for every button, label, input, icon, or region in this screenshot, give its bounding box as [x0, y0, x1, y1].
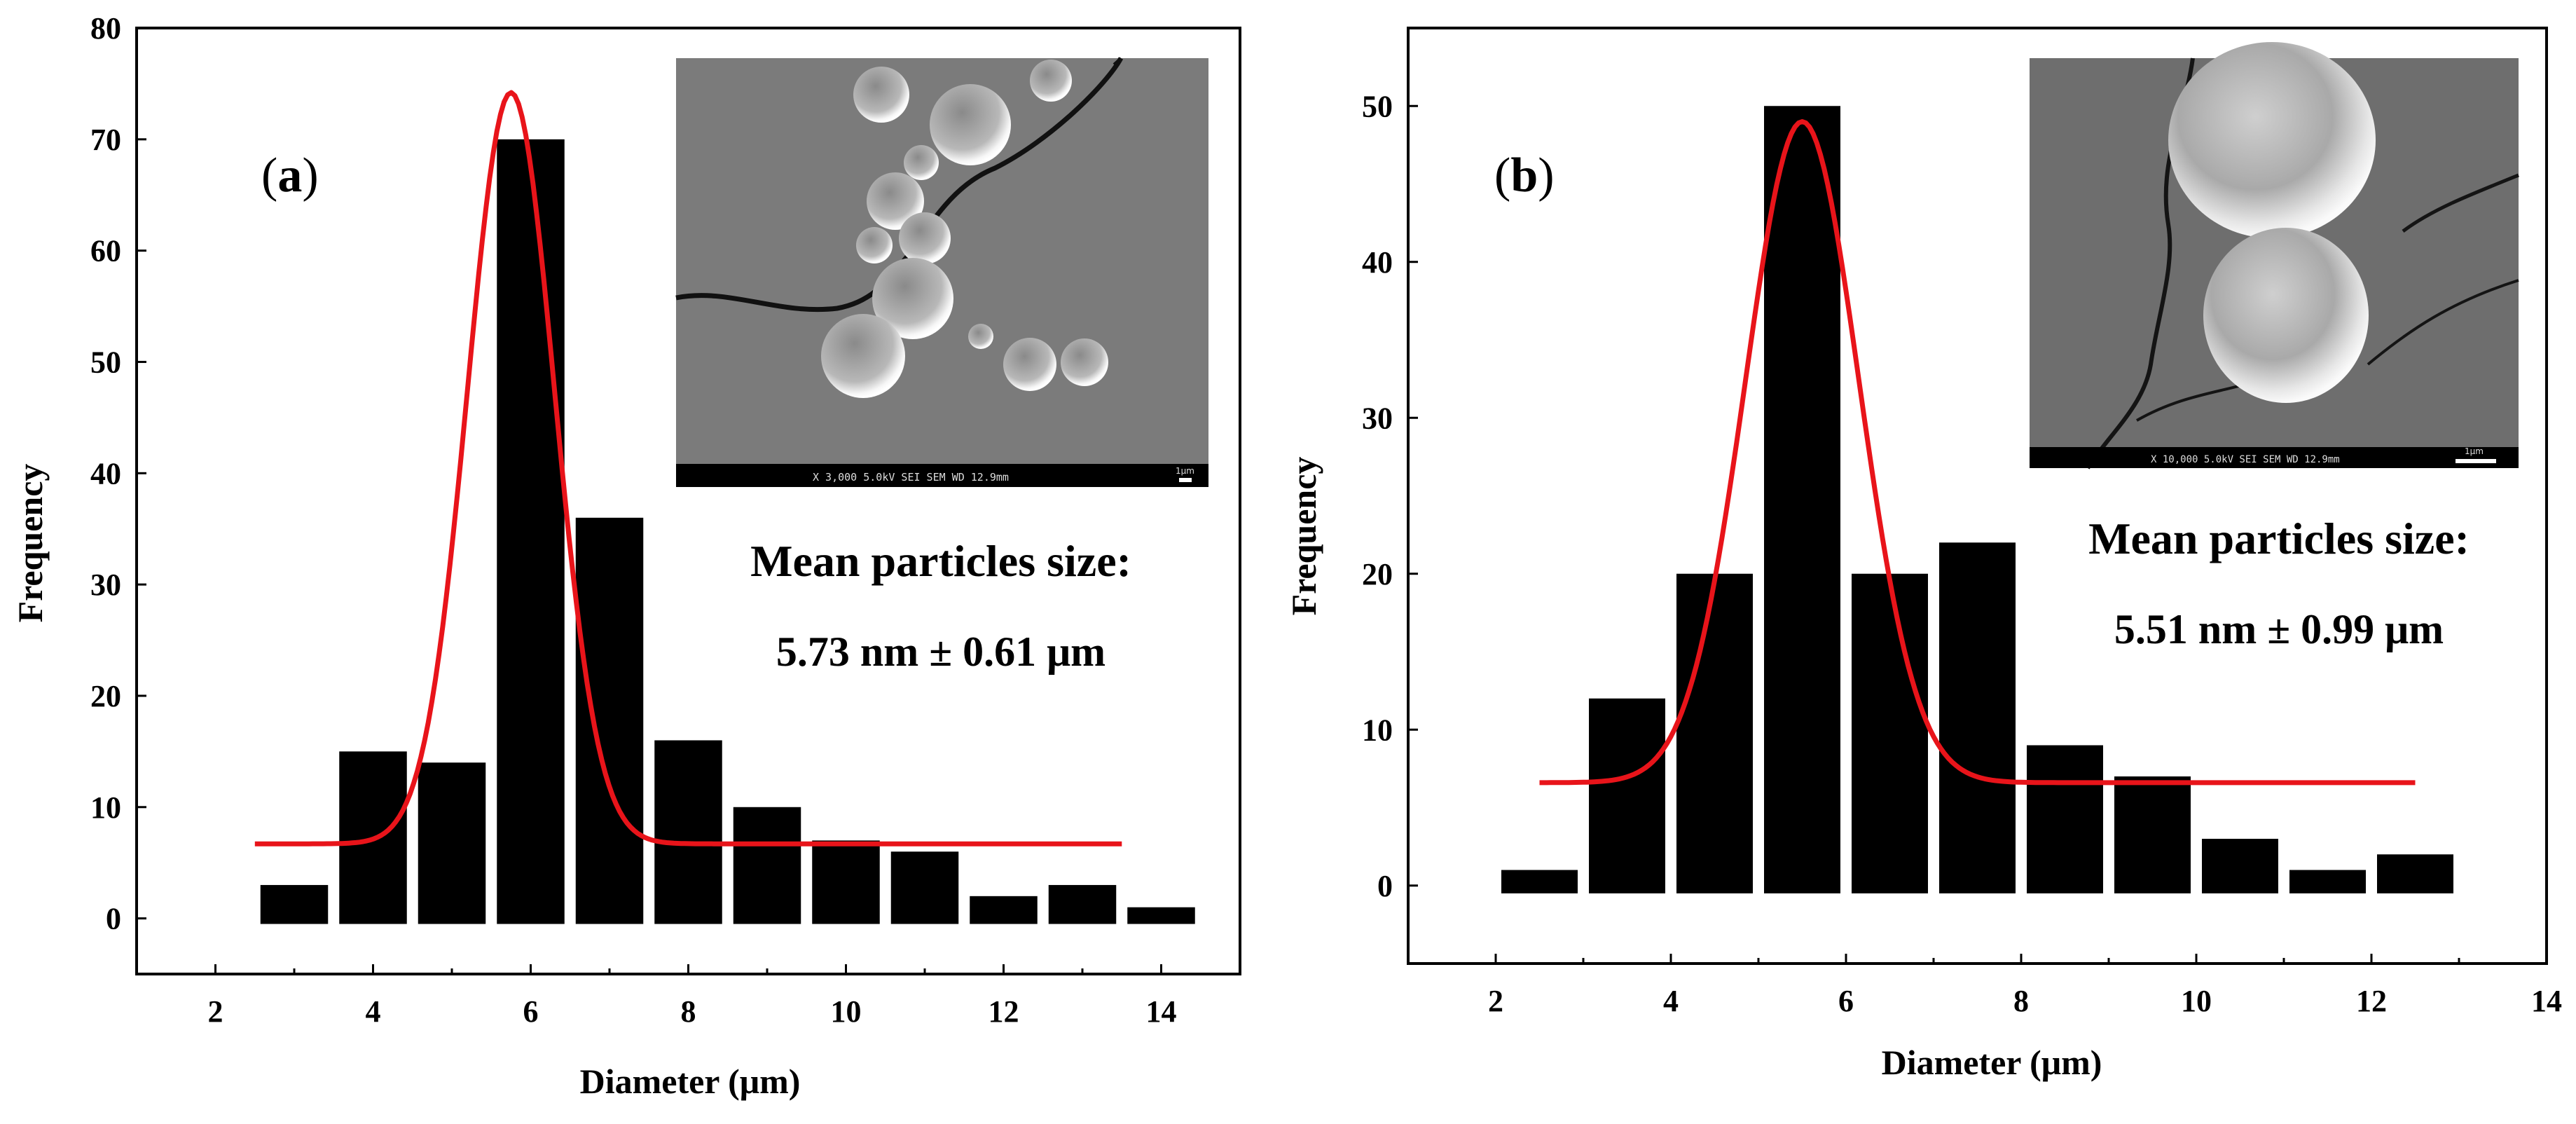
y-axis-ticks: 0 10 20 30 40 50 60 70 80	[90, 11, 146, 936]
histogram-bar	[2202, 839, 2278, 893]
y-axis-ticks: 0 10 20 30 40 50	[1362, 89, 1418, 903]
histogram-bar	[890, 851, 959, 924]
histogram-bars	[260, 139, 1195, 924]
y-tick-label: 60	[90, 234, 121, 268]
mean-annotation-title: Mean particles size:	[2088, 514, 2470, 563]
x-tick-label: 12	[2356, 984, 2387, 1018]
plot-frame	[1407, 27, 2548, 965]
histogram-bar	[2289, 870, 2366, 893]
histogram-bar	[1589, 698, 1665, 893]
histogram-bar	[2027, 745, 2103, 893]
histogram-bar	[575, 517, 644, 924]
inset-scale-label: 1μm	[2465, 446, 2484, 456]
x-tick-label: 10	[831, 994, 862, 1029]
inset-caption: X 3,000 5.0kV SEI SEM WD 12.9mm	[813, 471, 1009, 484]
sem-inset-image: X 3,000 5.0kV SEI SEM WD 12.9mm 1μm	[675, 57, 1208, 487]
y-tick-label: 80	[90, 11, 121, 46]
y-tick-label: 20	[1362, 557, 1393, 591]
x-tick-label: 8	[681, 994, 696, 1029]
y-tick-label: 20	[90, 679, 121, 713]
histogram-bar	[970, 896, 1038, 924]
x-axis-title: Diameter (μm)	[580, 1062, 801, 1101]
mean-annotation-value: 5.51 nm ± 0.99 μm	[2114, 606, 2444, 652]
histogram-bar	[2114, 776, 2191, 893]
x-tick-label: 8	[2013, 984, 2029, 1018]
chart-panel-b: 2 4 6 8 10 12 14 0 10 20 30 40 50 X 10,000 5.0kV SE…	[1284, 27, 2562, 1082]
x-axis-ticks: 2 4 6 8 10 12 14	[1407, 954, 2562, 1018]
y-tick-label: 40	[1362, 245, 1393, 280]
chart-panel-a: 2 4 6 8 10 12 14 0 10 20 30 40 50 60 70 80 X 3,000 5.0…	[11, 11, 1241, 1101]
y-axis-title: Frequency	[1284, 457, 1323, 616]
histogram-bar	[2377, 854, 2453, 893]
histogram-bar	[733, 807, 801, 924]
x-tick-label: 12	[989, 994, 1019, 1029]
y-tick-label: 30	[90, 568, 121, 602]
x-tick-label: 14	[2531, 984, 2562, 1018]
gaussian-fit-curve	[254, 90, 1122, 847]
x-tick-label: 4	[1663, 984, 1679, 1018]
histogram-bar	[418, 762, 486, 924]
y-tick-label: 50	[90, 345, 121, 379]
histogram-bar	[1501, 870, 1578, 893]
y-tick-label: 10	[90, 790, 121, 825]
histogram-bars	[1501, 106, 2453, 893]
histogram-bar	[1852, 573, 1928, 893]
mean-annotation-title: Mean particles size:	[750, 536, 1131, 586]
histogram-bar	[654, 740, 722, 924]
y-tick-label: 0	[1377, 869, 1393, 903]
histogram-bar	[1676, 573, 1753, 893]
x-tick-label: 4	[366, 994, 381, 1029]
inset-scale-label: 1μm	[1176, 466, 1194, 476]
x-tick-label: 6	[1838, 984, 1854, 1018]
y-tick-label: 30	[1362, 401, 1393, 435]
y-tick-label: 50	[1362, 89, 1393, 123]
histogram-bar	[1764, 106, 1840, 893]
histogram-bar	[812, 840, 880, 924]
x-tick-label: 2	[208, 994, 223, 1029]
sem-inset-image: X 10,000 5.0kV SEI SEM WD 12.9mm 1μm	[2030, 42, 2519, 470]
histogram-bar	[1939, 542, 2016, 893]
x-tick-label: 6	[523, 994, 539, 1029]
inset-scale-bar	[1179, 478, 1192, 482]
inset-caption: X 10,000 5.0kV SEI SEM WD 12.9mm	[2151, 454, 2340, 465]
y-tick-label: 10	[1362, 713, 1393, 747]
inset-scale-bar	[2456, 459, 2496, 463]
panel-label: (b)	[1494, 149, 1555, 203]
x-tick-label: 14	[1146, 994, 1177, 1029]
y-axis-title: Frequency	[11, 464, 50, 623]
x-axis-title: Diameter (μm)	[1882, 1043, 2102, 1082]
mean-annotation-value: 5.73 nm ± 0.61 μm	[776, 629, 1106, 675]
histogram-bar	[497, 139, 565, 924]
gaussian-fit-curve	[1539, 119, 2416, 786]
x-axis-ticks: 2 4 6 8 10 12 14	[135, 964, 1241, 1029]
histogram-bar	[1048, 884, 1117, 924]
x-tick-label: 10	[2181, 984, 2212, 1018]
histogram-bar	[1127, 907, 1195, 924]
y-tick-label: 70	[90, 123, 121, 157]
panel-label: (a)	[261, 149, 319, 203]
x-tick-label: 2	[1488, 984, 1503, 1018]
y-tick-label: 40	[90, 456, 121, 491]
histogram-bar	[260, 884, 329, 924]
y-tick-label: 0	[106, 902, 121, 936]
